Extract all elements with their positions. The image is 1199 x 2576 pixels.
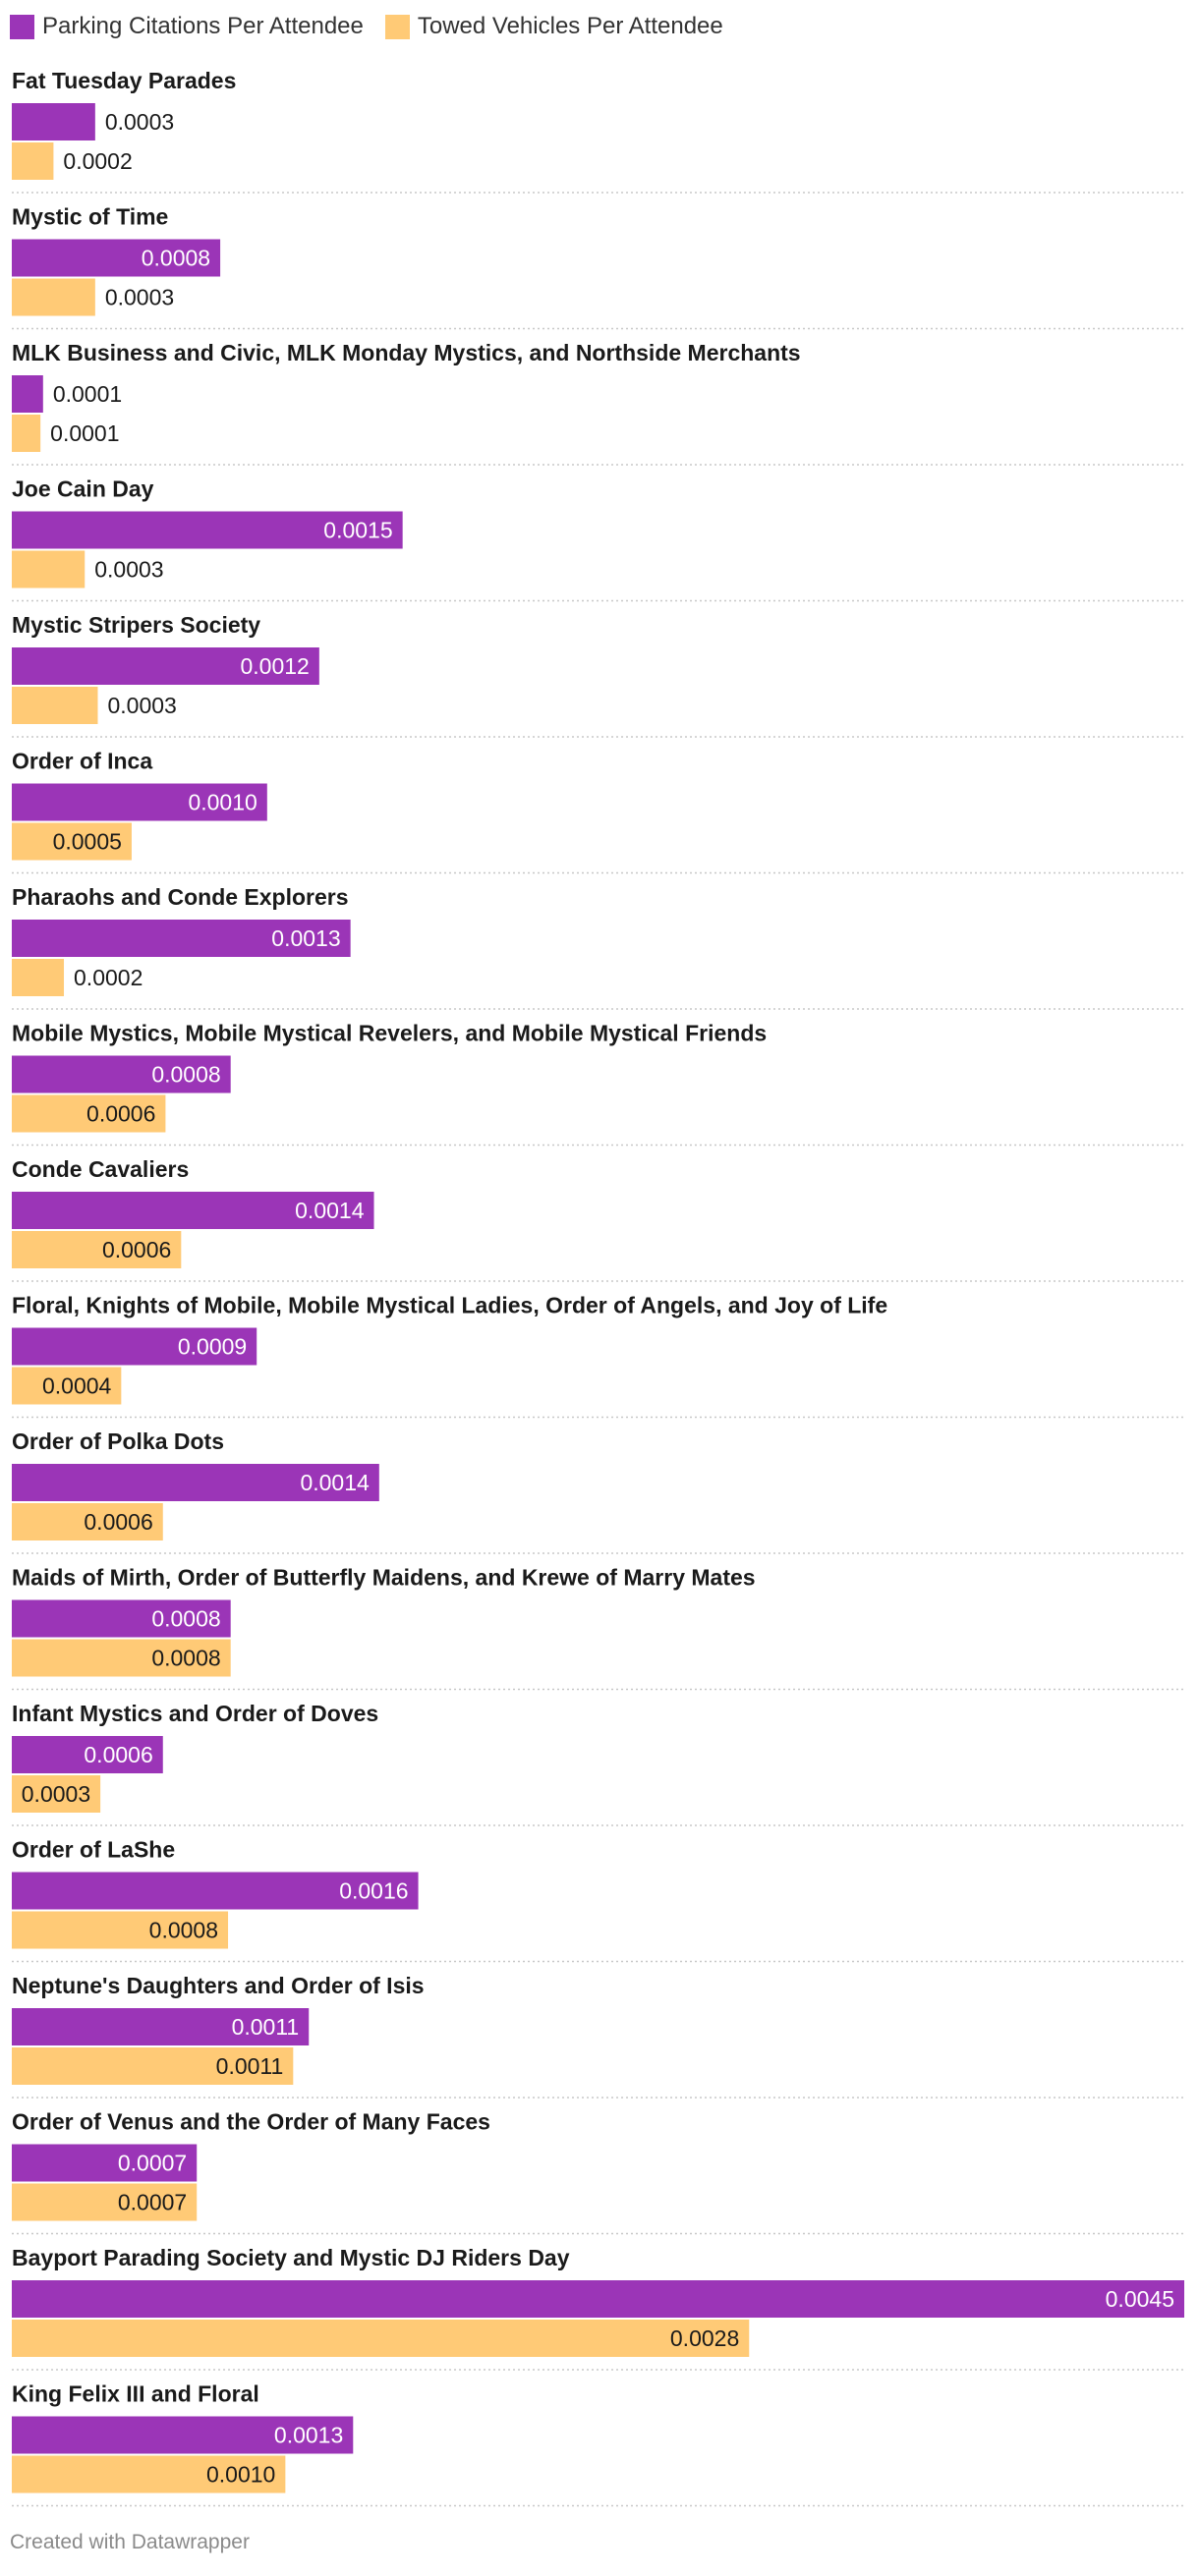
bar-towed	[12, 1503, 163, 1540]
bar-citations	[12, 2280, 1184, 2318]
bar-towed	[12, 1094, 166, 1133]
group-label: Floral, Knights of Mobile, Mobile Mystic…	[12, 1293, 887, 1318]
bar-towed	[12, 687, 98, 724]
bar-citations	[12, 375, 43, 413]
value-label-towed: 0.0005	[53, 829, 122, 855]
value-label-citations: 0.0011	[232, 2014, 300, 2040]
bar-towed	[12, 959, 65, 996]
value-label-citations: 0.0014	[300, 1470, 370, 1495]
group-label: Bayport Parading Society and Mystic DJ R…	[12, 2245, 570, 2270]
bar-citations	[12, 647, 319, 685]
datawrapper-credit: Created with Datawrapper	[10, 2531, 250, 2553]
bar-towed	[12, 415, 41, 452]
bar-citations	[12, 920, 351, 957]
value-label-citations: 0.0012	[240, 653, 309, 679]
bar-citations	[12, 2416, 354, 2454]
group-label: Order of Inca	[12, 749, 152, 774]
value-label-citations: 0.0010	[188, 790, 257, 815]
group-label: Maids of Mirth, Order of Butterfly Maide…	[12, 1565, 756, 1591]
bar-towed	[12, 1639, 231, 1677]
bar-citations	[12, 2144, 198, 2182]
group-label: Order of LaShe	[12, 1837, 175, 1863]
bar-citations	[12, 1872, 419, 1910]
value-label-towed: 0.0002	[74, 965, 143, 990]
value-label-towed: 0.0028	[670, 2325, 739, 2351]
group-label: Mystic Stripers Society	[12, 612, 260, 638]
bar-citations	[12, 2008, 310, 2045]
bar-towed	[12, 2455, 286, 2493]
value-label-towed: 0.0006	[84, 1509, 152, 1535]
bar-citations	[12, 1464, 379, 1501]
bar-citations	[12, 239, 221, 277]
group-label: MLK Business and Civic, MLK Monday Mysti…	[12, 340, 801, 365]
bar-towed	[12, 1367, 122, 1405]
bar-towed	[12, 550, 86, 588]
bar-towed	[12, 278, 95, 316]
group-label: Conde Cavaliers	[12, 1156, 189, 1182]
group-label: Order of Polka Dots	[12, 1428, 224, 1454]
value-label-citations: 0.0008	[151, 1606, 220, 1632]
value-label-citations: 0.0009	[178, 1334, 247, 1360]
bar-towed	[12, 2183, 198, 2221]
group-label: Order of Venus and the Order of Many Fac…	[12, 2109, 490, 2135]
value-label-citations: 0.0008	[151, 1062, 220, 1088]
value-label-towed: 0.0008	[151, 1646, 220, 1671]
bar-citations	[12, 1192, 374, 1229]
value-label-towed: 0.0002	[63, 148, 132, 174]
value-label-towed: 0.0003	[94, 557, 163, 583]
value-label-citations: 0.0007	[118, 2151, 187, 2176]
value-label-towed: 0.0008	[149, 1918, 218, 1943]
legend-item-towed: Towed Vehicles Per Attendee	[384, 13, 723, 40]
value-label-citations: 0.0014	[295, 1198, 365, 1223]
group-label: Fat Tuesday Parades	[12, 68, 236, 93]
bar-citations	[12, 511, 403, 549]
group-label: Neptune's Daughters and Order of Isis	[12, 1973, 425, 1998]
legend-label-citations: Parking Citations Per Attendee	[42, 13, 364, 39]
value-label-citations: 0.0015	[323, 518, 392, 543]
bar-towed	[12, 2320, 750, 2357]
value-label-citations: 0.0013	[271, 925, 340, 951]
value-label-towed: 0.0001	[50, 420, 119, 446]
value-label-towed: 0.0006	[102, 1237, 171, 1262]
group-label: King Felix III and Floral	[12, 2381, 259, 2407]
bar-towed	[12, 1775, 101, 1813]
value-label-citations: 0.0008	[142, 246, 210, 271]
group-label: Joe Cain Day	[12, 476, 154, 502]
bar-towed	[12, 1231, 182, 1268]
value-label-citations: 0.0013	[274, 2423, 343, 2448]
value-label-citations: 0.0006	[84, 1742, 152, 1767]
bar-towed	[12, 142, 54, 180]
value-label-towed: 0.0003	[22, 1781, 90, 1807]
value-label-towed: 0.0007	[118, 2190, 187, 2215]
legend-swatch-towed	[384, 14, 410, 39]
group-label: Mystic of Time	[12, 204, 168, 230]
legend-item-citations: Parking Citations Per Attendee	[10, 13, 364, 40]
bar-towed	[12, 1911, 229, 1949]
bar-citations	[12, 1599, 231, 1638]
legend-swatch-citations	[10, 14, 34, 39]
bar-citations	[12, 1327, 257, 1366]
bar-citations	[12, 1736, 163, 1773]
value-label-citations: 0.0001	[53, 381, 122, 407]
bar-citations	[12, 783, 267, 821]
value-label-citations: 0.0045	[1106, 2286, 1174, 2312]
value-label-towed: 0.0004	[42, 1373, 112, 1399]
group-label: Pharaohs and Conde Explorers	[12, 884, 349, 910]
value-label-towed: 0.0010	[206, 2462, 275, 2488]
value-label-towed: 0.0006	[86, 1101, 155, 1127]
group-label: Mobile Mystics, Mobile Mystical Revelers…	[12, 1021, 767, 1046]
bar-towed	[12, 822, 132, 861]
value-label-towed: 0.0011	[216, 2053, 284, 2079]
legend-label-towed: Towed Vehicles Per Attendee	[417, 13, 723, 39]
value-label-towed: 0.0003	[105, 285, 174, 310]
bar-towed	[12, 2047, 294, 2085]
value-label-citations: 0.0016	[339, 1878, 408, 1904]
chart-legend: Parking Citations Per Attendee Towed Veh…	[10, 10, 723, 43]
bar-citations	[12, 1055, 231, 1093]
value-label-citations: 0.0003	[105, 109, 174, 135]
group-label: Infant Mystics and Order of Doves	[12, 1701, 378, 1726]
value-label-towed: 0.0003	[107, 693, 176, 718]
bar-citations	[12, 103, 95, 140]
